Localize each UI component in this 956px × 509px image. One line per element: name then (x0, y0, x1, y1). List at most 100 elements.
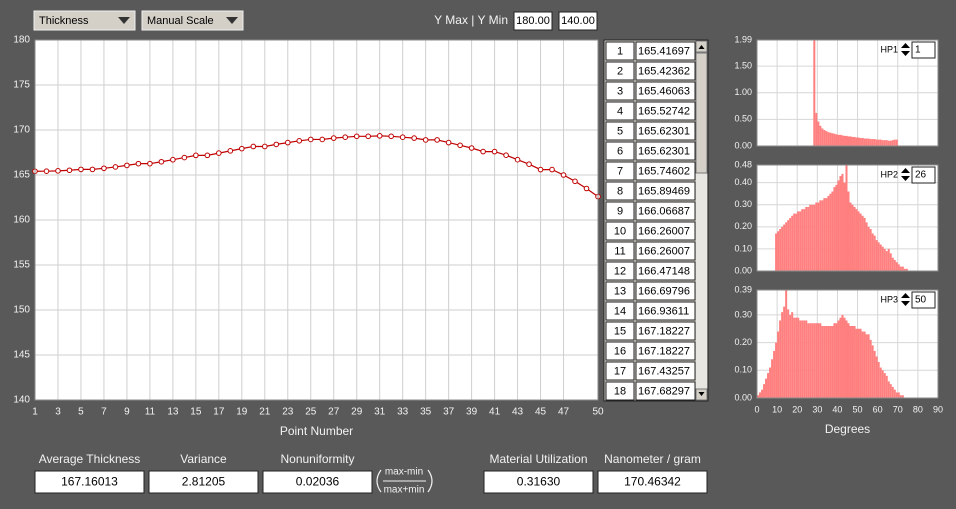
histogram-bar (821, 200, 824, 271)
quantity-dropdown[interactable]: Thickness (33, 10, 136, 31)
spin-value: 50 (915, 295, 927, 306)
table-index-cell (605, 141, 635, 161)
data-point (445, 139, 452, 146)
spin-down (901, 51, 910, 56)
histogram-bar (769, 367, 772, 398)
histogram-bar (847, 323, 850, 398)
histogram-bar (903, 268, 906, 271)
histogram-bar (863, 331, 866, 398)
data-point (457, 142, 463, 149)
table-index: 12 (614, 265, 626, 277)
data-point (503, 152, 509, 158)
histogram-bar (887, 248, 890, 271)
histogram-label: HP2 (880, 169, 898, 179)
data-point (204, 152, 211, 159)
data-point (411, 135, 417, 141)
table-value-cell (635, 221, 696, 241)
y-tick-label: 160 (13, 215, 30, 226)
histogram-bar (777, 331, 780, 398)
table-index: 11 (614, 245, 625, 257)
spin-down (901, 301, 910, 306)
histogram-bar (883, 140, 886, 146)
data-point (537, 166, 544, 173)
data-point (147, 160, 153, 167)
table-index: 3 (617, 85, 623, 97)
spin-up (901, 293, 910, 298)
histogram-bar (825, 326, 828, 398)
table-index: 1 (617, 45, 623, 57)
table-index-cell (605, 121, 635, 141)
table-value-cell (635, 41, 696, 61)
table-value-cell (635, 81, 696, 101)
table-index: 18 (614, 385, 626, 397)
dropdown-arrow (226, 17, 238, 24)
x-tick-label: 15 (190, 407, 202, 418)
table-value-cell (635, 241, 696, 261)
table-index: 14 (614, 305, 626, 317)
x-tick-label: 47 (558, 407, 570, 418)
histogram-bar (795, 317, 798, 398)
table-scrollbar[interactable] (695, 40, 708, 401)
histogram-bar (879, 244, 882, 271)
data-point (55, 168, 61, 174)
data-point (376, 133, 383, 139)
x-tick-label: 20 (792, 404, 802, 414)
scale-dropdown[interactable]: Manual Scale (141, 10, 244, 31)
histogram-bar (817, 121, 820, 146)
histogram-bar (823, 326, 826, 398)
y-tick-label: 1.00 (734, 87, 752, 97)
y-tick-label: 1.50 (734, 60, 752, 70)
histogram-bar (809, 204, 812, 271)
table-index: 10 (614, 225, 626, 237)
table-value: 166.26007 (638, 225, 690, 237)
data-point (227, 148, 234, 154)
histogram-bar (863, 138, 866, 146)
histogram-bar (819, 323, 822, 398)
formula-denominator: max+min (384, 485, 425, 496)
table-value: 167.43257 (638, 365, 690, 377)
y-tick-label: 165 (13, 170, 30, 181)
y-tick-label: 0.20 (734, 221, 752, 231)
y-min-input[interactable]: 140.00 (558, 11, 598, 31)
histogram-spinner[interactable]: 26 (901, 166, 936, 184)
y-tick-label: 0.00 (734, 140, 752, 150)
stat-box (262, 470, 373, 494)
stat-value: 0.02036 (296, 475, 340, 489)
x-tick-label: 43 (512, 407, 524, 418)
histogram-bar (801, 209, 804, 271)
x-tick-label: 17 (213, 407, 225, 418)
histogram-bar (823, 198, 826, 271)
scroll-thumb (695, 52, 708, 174)
y-tick-label: 155 (13, 260, 30, 271)
histogram-spinner[interactable]: 50 (901, 291, 936, 309)
histogram-bar (807, 323, 810, 398)
histogram-bar (881, 140, 884, 146)
histogram-bar (819, 125, 822, 146)
stat-box (483, 470, 594, 494)
data-point (560, 172, 567, 178)
histogram-spinner[interactable]: 1 (901, 41, 936, 59)
histogram-bar (901, 395, 904, 398)
histogram-bar (845, 165, 848, 271)
table-value-cell (635, 201, 696, 221)
y-tick-label: 0.20 (734, 337, 752, 347)
histogram-bar (861, 331, 864, 398)
x-tick-label: 30 (812, 404, 822, 414)
table-value-cell (635, 181, 696, 201)
histogram-bar (817, 202, 820, 271)
data-point (365, 133, 372, 140)
y-max-input[interactable]: 180.00 (513, 11, 553, 31)
spin-value: 1 (915, 45, 921, 56)
data-point (216, 150, 222, 156)
histogram-bar (829, 193, 832, 271)
histogram-bar (857, 211, 860, 271)
table-value: 165.41697 (638, 45, 690, 57)
x-tick-label: 0 (754, 404, 759, 414)
histogram-bar (891, 140, 894, 146)
histogram-bar (839, 134, 842, 146)
histogram-bar (837, 320, 840, 398)
histogram-bar (779, 229, 782, 271)
data-point (124, 162, 130, 169)
histogram-bar (855, 328, 858, 398)
x-tick-label: 35 (420, 407, 432, 418)
